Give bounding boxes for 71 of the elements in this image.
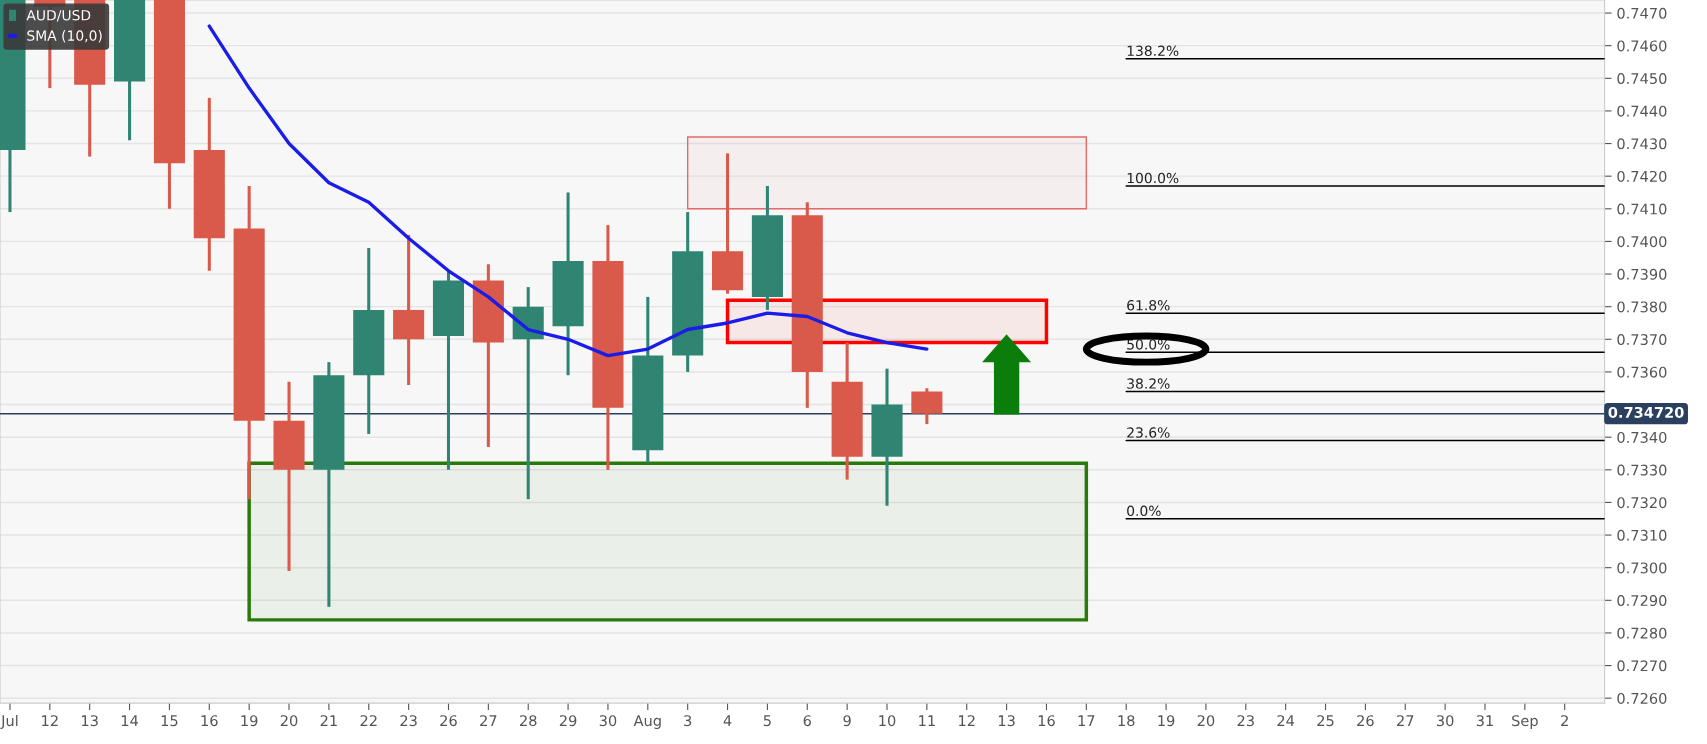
x-tick-label: 14 [121,715,139,726]
x-tick-label: 29 [559,715,577,727]
x-tick-label: 6 [803,715,811,727]
x-tick-label: 19 [1158,715,1175,727]
y-tick-label: 0.7460 [1617,40,1667,52]
x-tick-label: 30 [1436,715,1454,727]
x-tick-label: Jul [0,714,18,729]
x-tick-label: 12 [42,715,58,726]
x-tick-label: 16 [1038,715,1055,727]
y-tick-label: 0.7420 [1617,170,1667,182]
x-tick-label: 30 [599,715,617,727]
annotation: 100.0% [1127,172,1179,184]
y-tick-label: 0.7370 [1617,334,1667,346]
legend-label: SMA (10,0) [27,30,102,43]
x-tick-label: 13 [82,715,98,727]
y-tick-label: 0.7430 [1617,138,1667,150]
x-tick-label: 27 [480,715,497,726]
x-tick-label: 27 [1397,715,1414,726]
x-tick-label: 5 [763,715,771,727]
y-tick-label: 0.7280 [1617,627,1667,639]
y-tick-label: 0.7310 [1617,529,1667,541]
x-tick-label: 31 [1476,715,1493,727]
y-tick-label: 0.7440 [1617,105,1667,117]
x-tick-label: 18 [1118,715,1135,727]
legend-label: AUD/USD [26,9,91,22]
x-tick-label: 16 [201,715,218,727]
ref-line-label: 0.734720 [1608,406,1684,418]
annotation: 50.0% [1127,339,1170,350]
x-tick-label: 28 [520,715,537,727]
x-tick-label: 9 [843,715,851,727]
y-tick-label: 0.7390 [1617,268,1667,280]
x-tick-label: 20 [1197,715,1215,727]
y-tick-label: 0.7290 [1617,595,1667,607]
annotation: 23.6% [1127,427,1170,438]
y-tick-label: 0.7410 [1617,203,1667,215]
x-tick-label: 10 [879,715,896,727]
x-tick-label: 11 [919,715,935,726]
x-tick-label: 26 [1357,715,1374,727]
y-tick-label: 0.7330 [1617,464,1667,476]
x-tick-label: Sep [1512,715,1538,729]
annotation: 0.0% [1127,505,1161,517]
y-tick-label: 0.7380 [1617,301,1667,313]
x-tick-label: 20 [280,715,298,727]
x-tick-label: 25 [1317,715,1334,727]
x-tick-label: 2 [1561,715,1568,726]
y-tick-label: 0.7400 [1617,236,1667,248]
annotation: 138.2% [1127,45,1179,57]
x-tick-label: 22 [360,715,377,726]
y-tick-label: 0.7270 [1617,660,1667,672]
x-tick-label: 21 [320,715,337,726]
annotation: 38.2% [1127,378,1170,389]
x-tick-label: 15 [161,715,178,727]
x-tick-label: 23 [400,715,417,727]
x-tick-label: 3 [684,715,692,727]
x-tick-label: 26 [440,715,457,727]
annotation: 61.8% [1127,300,1170,311]
x-tick-label: 23 [1237,715,1254,727]
y-tick-label: 0.7340 [1617,431,1667,443]
x-tick-label: Aug [633,715,661,729]
x-tick-label: 17 [1078,715,1095,726]
x-tick-label: 4 [723,715,732,726]
y-tick-label: 0.7470 [1617,7,1667,19]
y-tick-label: 0.7450 [1617,73,1667,85]
y-tick-label: 0.7300 [1617,562,1667,574]
x-tick-label: 19 [241,715,258,727]
x-tick-label: 13 [998,715,1015,727]
y-tick-label: 0.7360 [1617,366,1667,378]
y-tick-label: 0.7260 [1617,692,1667,704]
x-tick-label: 12 [959,715,975,726]
x-tick-label: 24 [1277,715,1295,726]
y-tick-label: 0.7320 [1617,497,1667,509]
